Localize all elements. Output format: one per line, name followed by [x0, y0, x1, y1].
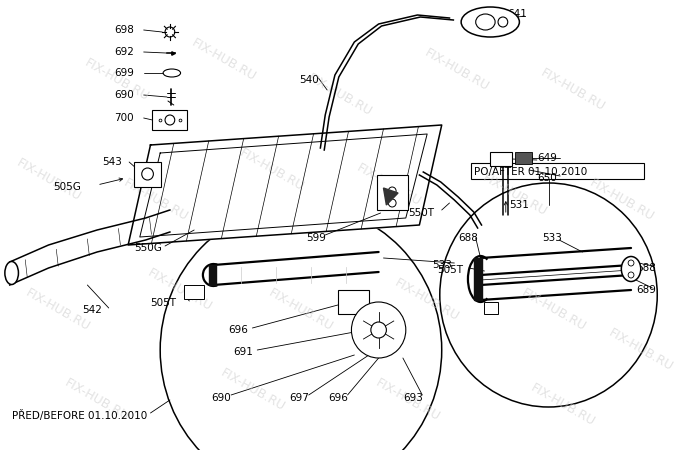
- Text: FIX-HUB.RU: FIX-HUB.RU: [422, 46, 491, 94]
- Text: 690: 690: [212, 393, 232, 403]
- Text: 697: 697: [289, 393, 309, 403]
- Bar: [134, 162, 161, 187]
- Text: FIX-HUB.RU: FIX-HUB.RU: [218, 366, 287, 414]
- Text: FIX-HUB.RU: FIX-HUB.RU: [145, 266, 214, 314]
- Text: FIX-HUB.RU: FIX-HUB.RU: [82, 56, 151, 104]
- Circle shape: [628, 272, 634, 278]
- Circle shape: [388, 199, 396, 207]
- Text: FIX-HUB.RU: FIX-HUB.RU: [606, 326, 676, 374]
- Text: FIX-HUB.RU: FIX-HUB.RU: [24, 286, 93, 334]
- Circle shape: [371, 322, 386, 338]
- Polygon shape: [10, 210, 170, 285]
- Bar: [490, 152, 511, 166]
- Text: 533: 533: [432, 260, 452, 270]
- Text: FIX-HUB.RU: FIX-HUB.RU: [538, 66, 607, 114]
- Text: FIX-HUB.RU: FIX-HUB.RU: [14, 156, 83, 204]
- Text: 505T: 505T: [437, 265, 463, 275]
- Polygon shape: [474, 258, 481, 300]
- Text: FIX-HUB.RU: FIX-HUB.RU: [306, 71, 374, 119]
- Text: 690: 690: [115, 90, 134, 100]
- Ellipse shape: [461, 7, 519, 37]
- Polygon shape: [128, 125, 442, 245]
- Ellipse shape: [621, 256, 641, 282]
- Bar: [484, 302, 498, 314]
- Bar: [515, 152, 532, 164]
- Circle shape: [142, 168, 153, 180]
- Bar: [377, 175, 408, 210]
- Text: 550G: 550G: [134, 243, 162, 253]
- Text: 699: 699: [115, 68, 134, 78]
- Text: 692: 692: [115, 47, 134, 57]
- Circle shape: [165, 27, 175, 37]
- Text: 531: 531: [510, 200, 530, 210]
- Text: 533: 533: [542, 233, 562, 243]
- Text: 688: 688: [636, 263, 656, 273]
- Text: FIX-HUB.RU: FIX-HUB.RU: [587, 176, 656, 224]
- Text: FIX-HUB.RU: FIX-HUB.RU: [189, 36, 258, 84]
- Text: 542: 542: [83, 305, 103, 315]
- Text: FIX-HUB.RU: FIX-HUB.RU: [354, 161, 423, 209]
- Text: 540: 540: [299, 75, 318, 85]
- Ellipse shape: [476, 14, 495, 30]
- Text: 543: 543: [102, 157, 122, 167]
- Text: PO/AFTER 01.10.2010: PO/AFTER 01.10.2010: [474, 167, 587, 177]
- Circle shape: [165, 115, 175, 125]
- Polygon shape: [208, 265, 215, 285]
- Text: FIX-HUB.RU: FIX-HUB.RU: [373, 376, 442, 424]
- Text: 649: 649: [537, 153, 557, 163]
- Bar: [185, 285, 204, 299]
- Text: FIX-HUB.RU: FIX-HUB.RU: [392, 276, 462, 324]
- Text: 696: 696: [328, 393, 348, 403]
- Text: FIX-HUB.RU: FIX-HUB.RU: [237, 146, 306, 194]
- Text: 505G: 505G: [54, 182, 81, 192]
- Polygon shape: [384, 188, 398, 205]
- Text: 650: 650: [537, 173, 557, 183]
- Text: 693: 693: [403, 393, 423, 403]
- Text: 550T: 550T: [408, 208, 434, 218]
- Text: FIX-HUB.RU: FIX-HUB.RU: [266, 286, 335, 334]
- Text: 530: 530: [515, 155, 534, 165]
- Text: 505T: 505T: [151, 298, 177, 308]
- Text: 696: 696: [228, 325, 248, 335]
- Bar: [471, 163, 644, 179]
- Text: 691: 691: [233, 347, 253, 357]
- Text: PŘED/BEFORE 01.10.2010: PŘED/BEFORE 01.10.2010: [12, 410, 147, 420]
- Text: FIX-HUB.RU: FIX-HUB.RU: [62, 376, 132, 424]
- Text: FIX-HUB.RU: FIX-HUB.RU: [121, 176, 190, 224]
- Text: FIX-HUB.RU: FIX-HUB.RU: [480, 171, 549, 219]
- Circle shape: [352, 302, 406, 358]
- Text: FIX-HUB.RU: FIX-HUB.RU: [519, 286, 588, 334]
- Ellipse shape: [5, 261, 18, 284]
- Text: 698: 698: [115, 25, 134, 35]
- Ellipse shape: [163, 69, 181, 77]
- Bar: [338, 290, 369, 314]
- Text: 641: 641: [508, 9, 528, 19]
- Text: 599: 599: [306, 233, 326, 243]
- Text: FIX-HUB.RU: FIX-HUB.RU: [528, 381, 598, 429]
- Bar: [152, 110, 187, 130]
- Circle shape: [388, 187, 396, 195]
- Text: 689: 689: [636, 285, 656, 295]
- Circle shape: [628, 260, 634, 266]
- Text: 688: 688: [458, 233, 478, 243]
- Text: 700: 700: [115, 113, 134, 123]
- Ellipse shape: [498, 17, 508, 27]
